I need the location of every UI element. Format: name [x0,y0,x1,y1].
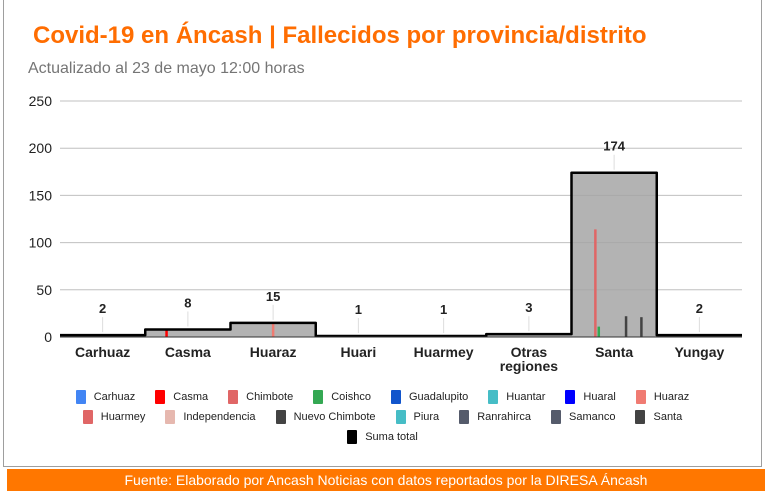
legend-swatch [165,410,176,424]
legend-item: Huantar [488,390,545,404]
legend-swatch [635,410,646,424]
legend-swatch [228,390,239,404]
legend-item: Huarmey [82,410,146,424]
y-tick-label: 0 [44,329,52,345]
x-tick-label: Yungay [674,344,724,360]
legend-label: Samanco [569,411,616,423]
data-label: 15 [266,289,280,304]
legend-item: Coishco [313,390,371,404]
chart-legend: Carhuaz Casma Chimbote Coishco Guadalupito Hu… [30,390,735,444]
chart-subtitle: Actualizado al 23 de mayo 12:00 horas [28,60,305,77]
legend-item: Ranrahirca [459,410,531,424]
legend-label: Huarmey [100,411,146,423]
legend-swatch [635,390,646,404]
legend-swatch [565,390,576,404]
x-tick-label: Carhuaz [75,344,130,360]
y-tick-label: 150 [29,187,53,203]
legend-swatch [82,410,93,424]
legend-label: Huantar [506,391,546,403]
legend-item: Piura [395,410,440,424]
legend-item: Casma [155,390,208,404]
legend-label: Ranrahirca [477,411,531,423]
legend-label: Santa [653,411,683,423]
y-tick-label: 50 [36,282,52,298]
data-label: 174 [603,139,625,154]
legend-label: Huaraz [653,391,690,403]
y-tick-label: 200 [29,140,53,156]
legend-item: Suma total [347,430,418,444]
source-footer: Fuente: Elaborado por Ancash Noticias co… [7,469,765,491]
chart-plot: 0 50 100 150 200 250 2 8 15 1 1 3 174 2 Carhuaz Casma Hu… [29,93,742,374]
data-label: 2 [99,301,106,316]
x-tick-label: Santa [595,344,633,360]
total-area [60,172,742,337]
y-tick-label: 100 [29,235,53,251]
legend-swatch [551,410,561,424]
data-label: 3 [525,300,532,315]
x-tick-label: Huaraz [250,344,297,360]
legend-item: Santa [635,410,682,424]
legend-label: Chimbote [246,391,294,403]
x-tick-label: Huari [340,344,376,360]
legend-item: Independencia [165,410,256,424]
y-tick-label: 250 [29,93,53,109]
legend-label: Piura [413,411,440,423]
chart-title: Covid-19 en Áncash | Fallecidos por prov… [33,22,647,49]
legend-swatch [488,390,499,404]
chart-card [3,0,762,467]
legend-swatch [155,390,166,404]
x-tick-label: Casma [165,344,211,360]
data-label: 1 [440,302,447,317]
legend-item: Carhuaz [75,390,136,404]
legend-swatch [395,410,406,424]
x-tick-label: Huarmey [414,344,474,360]
legend-label: Guadalupito [408,391,469,403]
legend-swatch [275,410,286,424]
legend-item: Nuevo Chimbote [275,410,376,424]
x-tick-label: Otras [511,344,548,360]
legend-item: Huaral [565,390,616,404]
legend-swatch [313,390,324,404]
legend-swatch [390,390,401,404]
legend-swatch [75,390,86,404]
legend-item: Guadalupito [390,390,469,404]
legend-label: Carhuaz [93,391,136,403]
legend-swatch [347,430,358,444]
legend-label: Huaral [583,391,616,403]
legend-item: Samanco [551,410,615,424]
legend-swatch [459,410,470,424]
total-line [60,171,742,338]
data-label: 8 [184,295,191,310]
legend-label: Nuevo Chimbote [293,411,376,423]
legend-label: Suma total [365,431,418,443]
legend-label: Coishco [331,391,371,403]
data-label: 2 [696,301,703,316]
legend-label: Casma [173,391,209,403]
legend-label: Independencia [183,411,256,423]
data-label: 1 [355,302,362,317]
legend-item: Huaraz [635,390,690,404]
x-tick-label: regiones [500,358,559,374]
legend-item: Chimbote [228,390,293,404]
